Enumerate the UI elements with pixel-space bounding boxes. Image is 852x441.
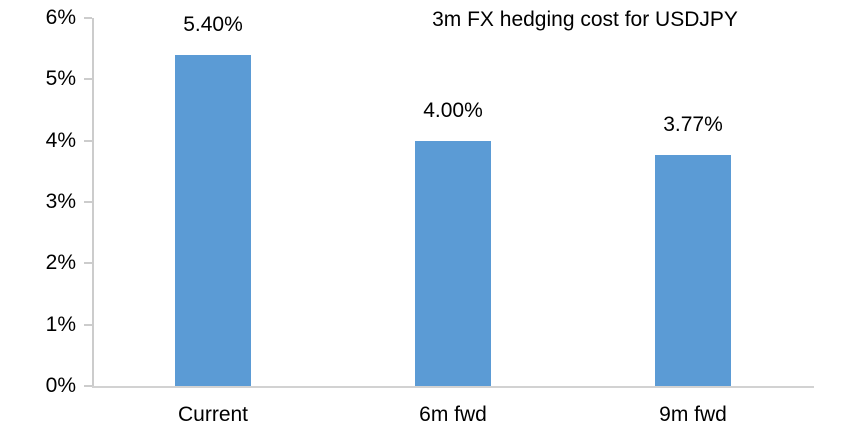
y-axis-tick-label: 4% <box>45 128 76 152</box>
y-axis-tick-mark <box>84 262 92 265</box>
y-axis-tick-label: 5% <box>45 67 76 91</box>
y-axis-tick-label: 6% <box>45 6 76 29</box>
y-axis-tick-mark <box>84 17 92 19</box>
y-axis-tick-mark <box>84 385 92 387</box>
x-axis-category-label-6m-fwd: 6m fwd <box>419 403 487 426</box>
bar-value-label-6m-fwd: 4.00% <box>423 98 483 122</box>
bar-value-label-current: 5.40% <box>183 12 243 36</box>
y-axis-tick-label: 2% <box>45 251 76 275</box>
y-axis-tick-mark <box>84 201 92 203</box>
bar-6m-fwd <box>415 140 491 386</box>
bar-value-label-9m-fwd: 3.77% <box>663 112 723 136</box>
y-axis-tick-mark <box>84 78 92 81</box>
y-axis-line <box>92 18 94 388</box>
y-axis-tick-label: 3% <box>45 190 76 213</box>
y-axis-tick-mark <box>84 139 92 142</box>
x-axis-category-label-current: Current <box>177 403 249 426</box>
x-axis-line <box>92 386 814 388</box>
y-axis-tick-label: 1% <box>45 312 76 336</box>
bar-current <box>175 54 251 386</box>
x-axis-category-label-9m-fwd: 9m fwd <box>659 403 727 426</box>
y-axis-tick-mark <box>84 323 92 326</box>
chart-title: 3m FX hedging cost for USDJPY <box>432 8 738 31</box>
y-axis-tick-label: 0% <box>45 374 76 397</box>
bar-9m-fwd <box>655 154 731 386</box>
